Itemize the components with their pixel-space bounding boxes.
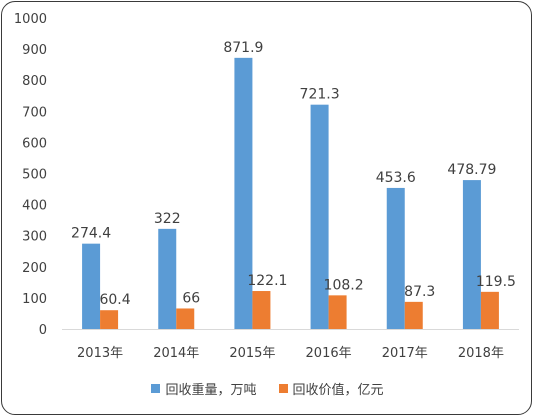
bar-weight <box>82 243 101 329</box>
data-label-weight: 871.9 <box>223 40 263 56</box>
bar-value <box>328 295 347 329</box>
bar-value <box>252 291 271 329</box>
x-tick-label: 2017年 <box>382 346 428 361</box>
y-tick-label: 1000 <box>14 12 47 27</box>
bar-weight <box>234 57 253 329</box>
data-labels-group: 274.4 60.4 322 66 871.9 122.1 721.3 108.2 453.6 8… <box>71 40 516 308</box>
legend-swatch-weight <box>151 383 161 393</box>
data-label-weight: 322 <box>154 211 181 227</box>
legend-swatch-value <box>278 383 288 393</box>
bar-weight <box>310 104 329 330</box>
y-tick-label: 300 <box>22 230 47 245</box>
bar-weight <box>462 180 481 329</box>
data-label-weight: 478.79 <box>447 162 496 178</box>
bar-value <box>100 310 119 329</box>
bars-group <box>82 57 499 330</box>
data-label-value: 60.4 <box>99 292 130 308</box>
legend: 回收重量，万吨 回收价值，亿元 <box>0 378 535 398</box>
bar-weight <box>158 228 177 329</box>
y-tick-label: 600 <box>22 136 47 151</box>
legend-label-value: 回收价值，亿元 <box>292 382 384 398</box>
data-label-weight: 453.6 <box>376 170 416 186</box>
legend-item-weight: 回收重量，万吨 <box>151 379 257 398</box>
data-label-value: 122.1 <box>247 273 287 289</box>
y-tick-label: 700 <box>22 105 47 120</box>
data-label-value: 108.2 <box>324 277 364 293</box>
data-label-value: 66 <box>182 290 200 306</box>
x-tick-label: 2016年 <box>306 346 352 361</box>
y-tick-label: 500 <box>22 168 47 183</box>
y-axis: 0 100 200 300 400 500 600 700 800 900 1000 <box>14 12 47 338</box>
bar-value <box>480 291 499 329</box>
x-tick-label: 2018年 <box>458 346 504 361</box>
legend-item-value: 回收价值，亿元 <box>278 379 384 398</box>
x-tick-label: 2014年 <box>153 346 199 361</box>
bar-value <box>176 308 195 329</box>
data-label-weight: 274.4 <box>71 226 111 242</box>
y-tick-label: 200 <box>22 261 47 276</box>
x-axis: 2013年 2014年 2015年 2016年 2017年 2018年 <box>77 346 504 361</box>
y-tick-label: 0 <box>39 323 47 338</box>
legend-label-weight: 回收重量，万吨 <box>165 382 257 398</box>
y-tick-label: 900 <box>22 43 47 58</box>
y-tick-label: 100 <box>22 292 47 307</box>
y-tick-label: 400 <box>22 199 47 214</box>
data-label-value: 119.5 <box>476 274 516 290</box>
bar-weight <box>386 187 405 329</box>
y-tick-label: 800 <box>22 74 47 89</box>
data-label-weight: 721.3 <box>300 87 340 103</box>
data-label-value: 87.3 <box>404 284 435 300</box>
x-tick-label: 2015年 <box>229 346 275 361</box>
bar-value <box>404 301 423 329</box>
x-tick-label: 2013年 <box>77 346 123 361</box>
